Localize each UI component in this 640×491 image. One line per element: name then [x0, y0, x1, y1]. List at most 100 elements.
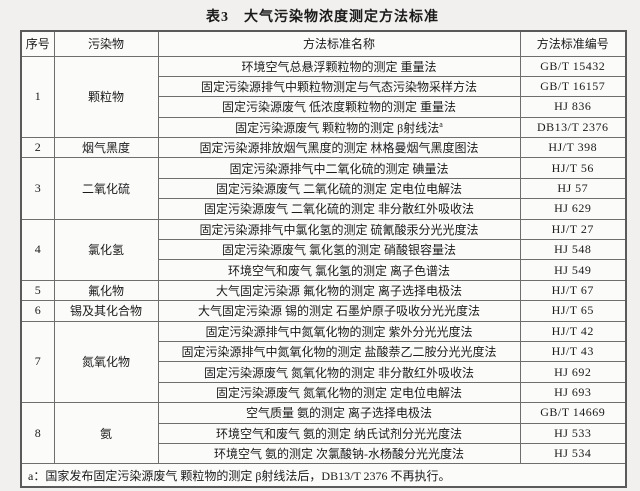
method-name-cell: 大气固定污染源 锡的测定 石墨炉原子吸收分光光度法: [157, 300, 521, 322]
method-name-text: 固定污染源排气中颗粒物测定与气态污染物采样方法: [200, 80, 477, 95]
header-row: 序号 污染物 方法标准名称 方法标准编号: [20, 30, 627, 57]
method-name-text: 固定污染源排气中氯化氢的测定 硫氰酸汞分光光度法: [199, 222, 479, 237]
table-header: 序号 污染物 方法标准名称 方法标准编号: [20, 30, 627, 57]
standard-code-cell: HJ 533: [519, 422, 627, 444]
table-row: 2 烟气黑度 固定污染源排放烟气黑度的测定 林格曼烟气黑度图法 HJ/T 398: [20, 137, 627, 159]
method-name-text: 固定污染源废气 氮氧化物的测定 定电位电解法: [215, 385, 462, 400]
standard-code-cell: HJ 57: [519, 177, 627, 200]
standard-code-cell: HJ/T 56: [519, 157, 627, 179]
method-name-text: 固定污染源排气中氮氧化物的测定 盐酸萘乙二胺分光光度法: [181, 345, 497, 360]
standard-code-cell: HJ/T 43: [519, 340, 627, 363]
row-number-cell: 4: [20, 218, 55, 281]
method-name-text: 固定污染源废气 氮氧化物的测定 非分散红外吸收法: [203, 365, 474, 380]
pollutant-cell: 颗粒物: [53, 55, 159, 139]
standard-code-cell: HJ 534: [519, 442, 627, 465]
row-number-cell: 1: [20, 55, 55, 139]
method-name-cell: 环境空气和废气 氨的测定 纳氏试剂分光光度法: [157, 422, 521, 444]
method-name-cell: 环境空气 氨的测定 次氯酸钠-水杨酸分光光度法: [157, 442, 521, 465]
standard-code-cell: HJ 549: [519, 259, 627, 281]
table-title: 表3 大气污染物浓度测定方法标准: [206, 10, 439, 25]
table-row: 固定污染源废气 二氧化硫的测定 定电位电解法 HJ 57: [21, 177, 627, 200]
footnote-text: a：国家发布固定污染源废气 颗粒物的测定 β射线法后，DB13/T 2376 不…: [20, 463, 627, 488]
method-name-text: 环境空气总悬浮颗粒物的测定 重量法: [241, 59, 437, 74]
method-name-cell: 固定污染源排放烟气黑度的测定 林格曼烟气黑度图法: [157, 137, 521, 159]
footnote-row: a：国家发布固定污染源废气 颗粒物的测定 β射线法后，DB13/T 2376 不…: [20, 463, 627, 488]
table-row: 固定污染源排气中颗粒物测定与气态污染物采样方法 GB/T 16157: [21, 75, 627, 98]
method-name-cell: 固定污染源排气中颗粒物测定与气态污染物采样方法: [157, 75, 521, 98]
row-number-cell: 5: [20, 279, 55, 302]
method-name-cell: 固定污染源排气中二氧化硫的测定 碘量法: [157, 157, 521, 179]
method-name-cell: 大气固定污染源 氟化物的测定 离子选择电极法: [157, 279, 521, 302]
pollutant-cell: 氮氧化物: [53, 320, 159, 404]
pollutant-cell: 二氧化硫: [53, 157, 159, 220]
method-name-cell: 固定污染源废气 氮氧化物的测定 定电位电解法: [157, 381, 521, 404]
row-number-cell: 2: [20, 137, 55, 159]
method-name-text: 固定污染源废气 颗粒物的测定 β射线法: [235, 120, 440, 135]
standard-code-cell: HJ/T 67: [519, 279, 627, 302]
method-name-cell: 固定污染源排气中氮氧化物的测定 盐酸萘乙二胺分光光度法: [157, 340, 521, 363]
method-name-cell: 空气质量 氨的测定 离子选择电极法: [157, 402, 521, 424]
standard-code-cell: HJ/T 65: [519, 300, 627, 322]
standard-code-cell: HJ 629: [519, 198, 627, 220]
column-header-standard-code: 方法标准编号: [519, 30, 627, 57]
standard-code-cell: HJ/T 42: [519, 320, 627, 342]
method-name-text: 固定污染源排气中二氧化硫的测定 碘量法: [229, 161, 449, 176]
method-name-text: 环境空气和废气 氯化氢的测定 离子色谱法: [227, 263, 450, 278]
table-row: 固定污染源排气中氮氧化物的测定 盐酸萘乙二胺分光光度法 HJ/T 43: [21, 340, 627, 363]
table-row: 环境空气和废气 氨的测定 纳氏试剂分光光度法 HJ 533: [21, 422, 627, 444]
table-row: 环境空气 氨的测定 次氯酸钠-水杨酸分光光度法 HJ 534: [21, 442, 627, 465]
table-row: 5 氟化物 大气固定污染源 氟化物的测定 离子选择电极法 HJ/T 67: [20, 279, 627, 302]
row-number-cell: 7: [20, 320, 55, 404]
footnote-marker: a: [439, 119, 443, 129]
row-number-cell: 8: [20, 402, 55, 465]
table-row: 固定污染源废气 氮氧化物的测定 定电位电解法 HJ 693: [21, 381, 627, 404]
method-name-cell: 固定污染源排气中氮氧化物的测定 紫外分光光度法: [157, 320, 521, 342]
method-name-cell: 环境空气和废气 氯化氢的测定 离子色谱法: [157, 259, 521, 281]
method-name-text: 空气质量 氨的测定 离子选择电极法: [245, 406, 432, 421]
standard-code-cell: HJ 836: [519, 96, 627, 118]
method-name-cell: 固定污染源排气中氯化氢的测定 硫氰酸汞分光光度法: [157, 218, 521, 241]
standard-code-cell: HJ 692: [519, 361, 627, 383]
method-name-text: 固定污染源废气 二氧化硫的测定 非分散红外吸收法: [203, 202, 474, 217]
table-row: 环境空气和废气 氯化氢的测定 离子色谱法 HJ 549: [21, 259, 627, 281]
method-name-cell: 固定污染源废气 颗粒物的测定 β射线法a: [157, 116, 521, 139]
method-name-cell: 固定污染源废气 低浓度颗粒物的测定 重量法: [157, 96, 521, 118]
column-header-number: 序号: [20, 30, 55, 57]
method-name-cell: 固定污染源废气 二氧化硫的测定 定电位电解法: [157, 177, 521, 200]
row-number-cell: 6: [20, 300, 55, 322]
pollutant-cell: 氯化氢: [53, 218, 159, 281]
standard-code-cell: HJ/T 27: [519, 218, 627, 241]
method-name-text: 大气固定污染源 锡的测定 石墨炉原子吸收分光光度法: [197, 304, 480, 319]
method-name-cell: 固定污染源废气 氯化氢的测定 硝酸银容量法: [157, 239, 521, 261]
table-row: 固定污染源废气 氮氧化物的测定 非分散红外吸收法 HJ 692: [21, 361, 627, 383]
standard-code-cell: GB/T 14669: [519, 402, 627, 424]
standard-code-cell: GB/T 15432: [519, 55, 627, 77]
table-row: 固定污染源废气 二氧化硫的测定 非分散红外吸收法 HJ 629: [21, 198, 627, 220]
standard-code-cell: HJ 693: [519, 381, 627, 404]
table-row: 4 氯化氢 固定污染源排气中氯化氢的测定 硫氰酸汞分光光度法 HJ/T 27: [20, 218, 627, 281]
method-name-cell: 固定污染源废气 氮氧化物的测定 非分散红外吸收法: [157, 361, 521, 383]
pollutant-cell: 锡及其化合物: [53, 300, 159, 322]
method-name-text: 固定污染源排放烟气黑度的测定 林格曼烟气黑度图法: [199, 141, 479, 156]
method-name-text: 固定污染源废气 低浓度颗粒物的测定 重量法: [221, 100, 456, 115]
air-pollutant-standards-table: 序号 污染物 方法标准名称 方法标准编号 1 颗粒物 环境空气总悬浮颗粒物的测定 重…: [20, 30, 627, 488]
method-name-cell: 固定污染源废气 二氧化硫的测定 非分散红外吸收法: [157, 198, 521, 220]
table-body: 1 颗粒物 环境空气总悬浮颗粒物的测定 重量法 GB/T 15432 固定污染源排气中颗…: [20, 55, 627, 488]
table-row: 1 颗粒物 环境空气总悬浮颗粒物的测定 重量法 GB/T 15432: [20, 55, 627, 139]
standard-code-cell: GB/T 16157: [519, 75, 627, 98]
table-row: 6 锡及其化合物 大气固定污染源 锡的测定 石墨炉原子吸收分光光度法 HJ/T 65: [20, 300, 627, 322]
row-number-cell: 3: [20, 157, 55, 220]
method-name-text: 大气固定污染源 氟化物的测定 离子选择电极法: [215, 283, 462, 298]
pollutant-cell: 氨: [53, 402, 159, 465]
standard-code-cell: HJ 548: [519, 239, 627, 261]
pollutant-cell: 烟气黑度: [53, 137, 159, 159]
method-name-text: 环境空气和废气 氨的测定 纳氏试剂分光光度法: [215, 426, 462, 441]
table-row: 3 二氧化硫 固定污染源排气中二氧化硫的测定 碘量法 HJ/T 56: [20, 157, 627, 220]
method-name-text: 固定污染源排气中氮氧化物的测定 紫外分光光度法: [205, 324, 473, 339]
method-name-cell: 环境空气总悬浮颗粒物的测定 重量法: [157, 55, 521, 77]
pollutant-cell: 氟化物: [53, 279, 159, 302]
column-header-pollutant: 污染物: [53, 30, 159, 57]
standard-code-cell: HJ/T 398: [519, 137, 627, 159]
table-row: 7 氮氧化物 固定污染源排气中氮氧化物的测定 紫外分光光度法 HJ/T 42: [20, 320, 627, 404]
